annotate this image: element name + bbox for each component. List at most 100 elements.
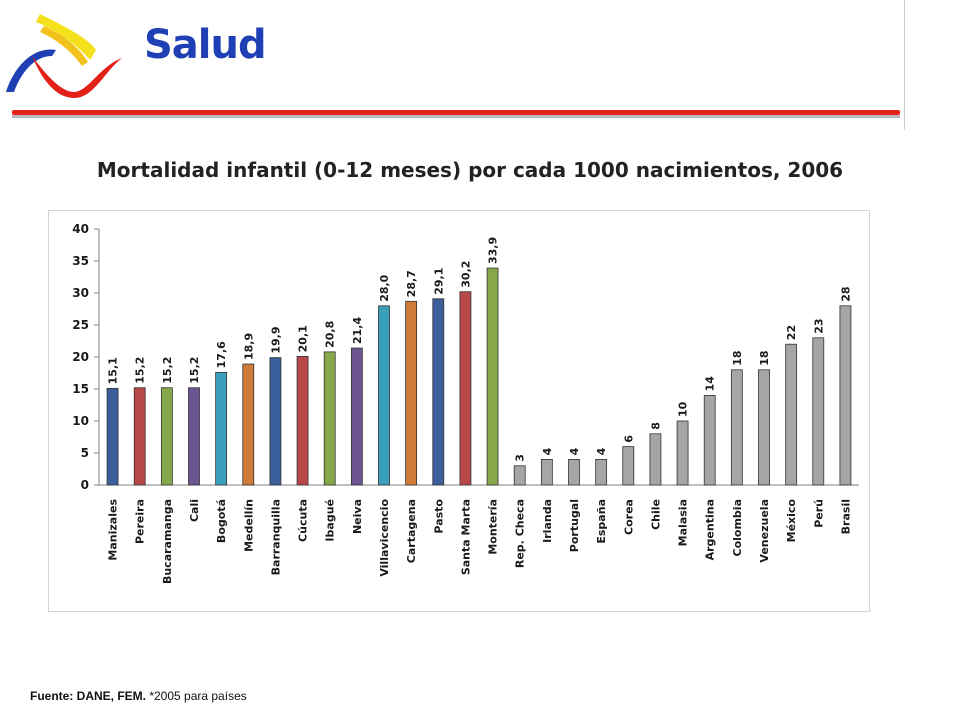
bar-25 (758, 369, 770, 486)
x-tick-label: Manizales (107, 499, 120, 561)
chart-title: Mortalidad infantil (0-12 meses) por cad… (96, 158, 844, 182)
bar-11 (378, 305, 390, 486)
bar-22 (676, 420, 689, 486)
bar-14 (459, 291, 472, 486)
x-tick-label: Pasto (432, 499, 445, 534)
bar-19 (595, 458, 608, 486)
data-label: 20,1 (297, 325, 310, 352)
data-label: 15,1 (107, 357, 120, 384)
y-tick-label: 35 (72, 254, 89, 268)
x-tick-label: España (595, 499, 608, 544)
bar-24 (730, 369, 743, 486)
data-label: 30,2 (459, 261, 472, 288)
data-label: 19,9 (269, 326, 282, 353)
y-tick-label: 40 (72, 222, 89, 236)
data-label: 18 (758, 350, 771, 365)
data-label: 8 (649, 422, 662, 430)
y-tick-label: 15 (72, 382, 89, 396)
x-tick-label: Perú (812, 499, 825, 528)
data-label: 3 (514, 454, 527, 462)
x-tick-label: Portugal (568, 499, 581, 552)
x-tick-label: Malasia (677, 499, 690, 546)
source-footnote: *2005 para países (146, 689, 247, 703)
page-title: Salud (144, 22, 267, 68)
bar-5 (215, 371, 228, 486)
data-label: 17,6 (215, 341, 228, 368)
x-tick-label: México (785, 499, 798, 543)
bar-8 (296, 355, 309, 486)
y-tick-label: 30 (72, 286, 89, 300)
x-tick-label: Cartagena (405, 499, 418, 563)
bar-9 (323, 351, 336, 486)
x-tick-label: Cúcuta (297, 499, 310, 542)
chart-area: 0 5 10 15 20 25 30 35 40 15,1 Manizales 15,2 Pereira… (48, 210, 870, 612)
bar-27 (812, 337, 825, 486)
bar-10 (350, 347, 363, 486)
data-label: 6 (622, 435, 635, 443)
bar-28 (839, 305, 852, 486)
data-label: 4 (568, 447, 581, 455)
bar-16 (513, 465, 526, 486)
bar-chart: 0 5 10 15 20 25 30 35 40 15,1 Manizales 15,2 Pereira… (72, 222, 859, 584)
bar-13 (432, 298, 445, 486)
x-tick-label: Bogotá (215, 499, 228, 543)
x-tick-label: Montería (487, 499, 500, 555)
data-label: 4 (541, 447, 554, 455)
brand-logo-mark (6, 14, 122, 98)
data-label: 33,9 (487, 237, 500, 264)
bar-26 (785, 343, 798, 486)
bar-15 (486, 267, 499, 486)
x-tick-label: Villavicencio (378, 499, 391, 577)
bar-18 (568, 458, 580, 486)
y-tick-label: 0 (81, 478, 89, 492)
data-label: 28 (839, 286, 852, 301)
source-label: Fuente: DANE, FEM. (30, 689, 146, 703)
x-tick-label: Corea (622, 499, 635, 535)
y-tick-label: 10 (72, 414, 89, 428)
data-label: 4 (595, 447, 608, 455)
data-label: 29,1 (432, 268, 445, 295)
x-tick-label: Chile (649, 499, 662, 530)
x-tick-label: Venezuela (758, 499, 771, 563)
x-tick-label: Neiva (351, 499, 364, 534)
data-label: 22 (785, 325, 798, 340)
data-label: 28,7 (405, 270, 418, 297)
bar-12 (405, 300, 418, 486)
bar-1 (106, 387, 119, 486)
bar-23 (703, 394, 716, 486)
x-tick-label: Pereira (134, 499, 147, 544)
y-tick-label: 5 (81, 446, 89, 460)
x-tick-label: Ibagué (324, 499, 337, 542)
data-label: 15,2 (134, 357, 147, 384)
data-label: 10 (677, 401, 690, 417)
data-label: 15,2 (188, 357, 201, 384)
x-tick-label: Medellín (242, 499, 255, 552)
header-divider (12, 110, 900, 115)
x-tick-label: Barranquilla (269, 499, 282, 575)
bar-4 (188, 387, 200, 486)
x-tick-label: Irlanda (541, 499, 554, 543)
x-tick-label: Santa Marta (459, 499, 472, 575)
header-divider-shadow (12, 115, 900, 118)
data-label: 14 (704, 376, 717, 392)
x-tick-label: Colombia (731, 499, 744, 557)
bar-17 (540, 458, 553, 486)
y-tick-label: 25 (72, 318, 89, 332)
bar-2 (133, 387, 146, 486)
bar-7 (269, 357, 282, 486)
data-label: 20,8 (324, 321, 337, 348)
y-tick-label: 20 (72, 350, 89, 364)
brand-logo (4, 6, 124, 98)
x-tick-label: Argentina (704, 499, 717, 560)
data-label: 28,0 (378, 274, 391, 301)
data-label: 18 (731, 350, 744, 365)
x-tick-label: Cali (188, 499, 201, 522)
x-tick-label: Bucaramanga (161, 499, 174, 584)
bar-6 (242, 363, 255, 486)
x-tick-label: Rep. Checa (514, 499, 527, 568)
data-label: 23 (812, 318, 825, 333)
bar-3 (160, 387, 173, 486)
bar-21 (649, 433, 662, 486)
data-label: 18,9 (242, 333, 255, 360)
x-tick-label: Brasil (839, 499, 852, 534)
